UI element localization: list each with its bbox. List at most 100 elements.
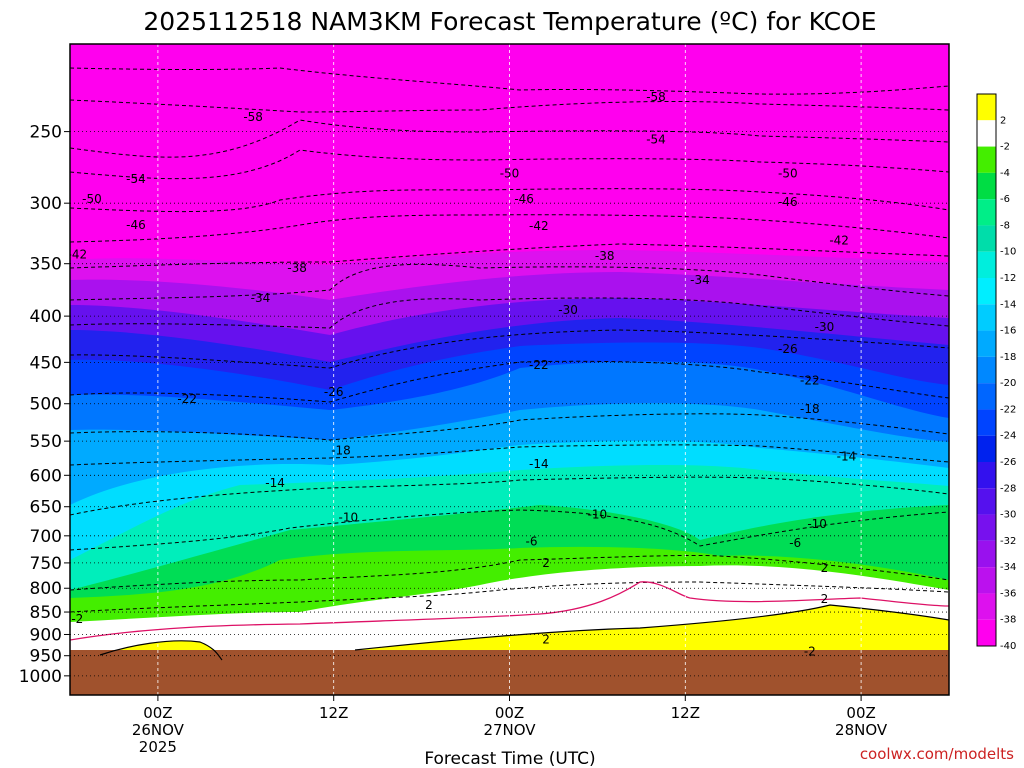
y-tick-label: 600: [30, 466, 62, 486]
colorbar-label: -36: [1000, 588, 1016, 599]
contour-label: -42: [68, 248, 88, 262]
contour-label: -50: [500, 166, 520, 180]
x-tick-label: 00Z: [846, 704, 875, 722]
colorbar-label: -2: [1000, 142, 1010, 153]
colorbar-label: -18: [1000, 352, 1016, 363]
colorbar-swatch: [977, 251, 996, 278]
y-tick-label: 1000: [19, 667, 62, 687]
colorbar-label: -28: [1000, 483, 1016, 494]
plot-area: -58 -58 -54 -54 -50 -50 -50 -46 -46 -46 -42 -42 -42 -…: [68, 44, 949, 695]
contour-label: -22: [177, 392, 197, 406]
colorbar-label: -20: [1000, 378, 1016, 389]
colorbar-swatch: [977, 146, 996, 173]
colorbar-swatch: [977, 514, 996, 541]
contour-label: -10: [339, 510, 359, 524]
y-tick-label: 750: [30, 554, 62, 574]
colorbar: 2 -2 -4 -6 -8 -10 -12 -14 -16 -18 -20 -22 -24 -26 -28 -…: [976, 93, 1016, 652]
colorbar-label: -32: [1000, 536, 1016, 547]
colorbar-swatch: [977, 199, 996, 226]
vertical-grid-lines: [157, 44, 862, 695]
y-tick-label: 550: [30, 432, 62, 452]
x-tick-label: 00Z: [495, 704, 524, 722]
contour-label: -10: [807, 517, 827, 531]
colorbar-swatch: [977, 304, 996, 331]
contour-label: -50: [778, 166, 798, 180]
colorbar-swatch: [977, 593, 996, 620]
y-tick-label: 450: [30, 353, 62, 373]
contour-label: -2: [804, 645, 816, 659]
contour-label: -58: [243, 110, 263, 124]
contour-label: -18: [800, 402, 820, 416]
y-tick-label: 400: [30, 307, 62, 327]
x-tick-label: 28NOV: [835, 721, 888, 739]
contour-label: -22: [529, 358, 549, 372]
colorbar-label: -4: [1000, 168, 1010, 179]
colorbar-swatch: [977, 462, 996, 489]
colorbar-swatch: [977, 488, 996, 515]
colorbar-swatch: [977, 120, 996, 147]
contour-label: -26: [778, 342, 798, 356]
colorbar-label: -24: [1000, 431, 1016, 442]
contour-label: 2: [821, 561, 829, 575]
colorbar-label: -16: [1000, 326, 1016, 337]
contour-label: -46: [778, 195, 798, 209]
contour-label: -2: [71, 612, 83, 626]
contour-labels: -58 -58 -54 -54 -50 -50 -50 -46 -46 -46 -42 -42 -42 -…: [68, 90, 857, 659]
contour-label: -34: [690, 273, 710, 287]
contour-label: -46: [126, 218, 146, 232]
colorbar-frame: [976, 93, 997, 647]
colorbar-swatch: [977, 356, 996, 384]
colorbar-label: -22: [1000, 404, 1016, 415]
contour-label: -26: [324, 385, 344, 399]
colorbar-swatch: [977, 94, 996, 121]
y-tick-label: 900: [30, 625, 62, 645]
colorbar-label: -38: [1000, 615, 1016, 626]
colorbar-swatch: [977, 383, 996, 410]
y-tick-label: 950: [30, 647, 62, 667]
x-tick-label: 12Z: [319, 704, 348, 722]
contour-label: -6: [789, 536, 801, 550]
colorbar-swatch: [977, 540, 996, 568]
contour-label: -58: [646, 90, 666, 104]
colorbar-swatch: [977, 619, 996, 646]
contour-label: -14: [837, 450, 857, 464]
colorbar-swatch: [977, 172, 996, 200]
colorbar-label: -40: [1000, 641, 1016, 652]
y-tick-label: 500: [30, 395, 62, 415]
contour-label: -14: [265, 476, 285, 490]
colorbar-label: -12: [1000, 273, 1016, 284]
contour-lines: [70, 67, 949, 613]
colorbar-swatch: [977, 278, 996, 305]
y-axis: 2503003504004505005506006507007508008509…: [19, 123, 70, 687]
contour-label: -42: [829, 234, 849, 248]
contour-label: -18: [331, 443, 351, 457]
contour-label: -30: [815, 320, 835, 334]
colorbar-label: -10: [1000, 247, 1016, 258]
colorbar-label: -26: [1000, 457, 1016, 468]
colorbar-label: 2: [1000, 115, 1006, 126]
credit-text: coolwx.com/modelts: [860, 745, 1014, 763]
x-axis-label: Forecast Time (UTC): [424, 749, 595, 768]
chart-title: 2025112518 NAM3KM Forecast Temperature (…: [143, 7, 876, 36]
y-tick-label: 250: [30, 123, 62, 143]
contour-label: -38: [595, 249, 615, 263]
colorbar-swatch: [977, 330, 996, 357]
contour-label: 2: [821, 592, 829, 606]
colorbar-label: -8: [1000, 220, 1010, 231]
colorbar-label: -34: [1000, 562, 1016, 573]
y-tick-label: 350: [30, 255, 62, 275]
contour-label: -6: [525, 534, 537, 548]
zero-isotherm-line: [70, 581, 949, 641]
x-tick-label: 27NOV: [483, 721, 536, 739]
x-tick-label: 00Z: [143, 704, 172, 722]
colorbar-label: -6: [1000, 194, 1010, 205]
plus-two-isotherm-line: [99, 604, 949, 661]
x-tick-label: 2025: [139, 738, 177, 756]
contour-label: -42: [529, 219, 549, 233]
contour-label: -22: [800, 373, 820, 387]
contour-label: -10: [588, 507, 608, 521]
contour-label: -38: [287, 261, 307, 275]
contour-label: -14: [529, 457, 549, 471]
